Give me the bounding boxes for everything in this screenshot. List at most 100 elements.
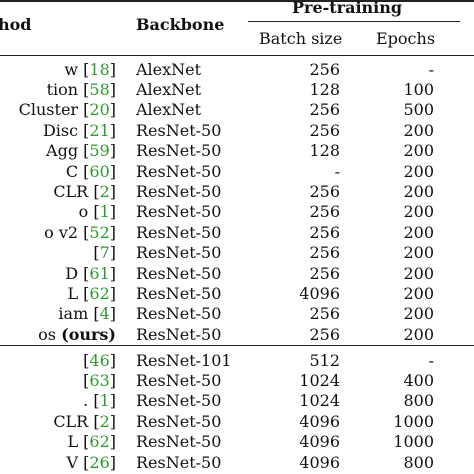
method-name: C [	[65, 161, 90, 181]
batch-size-cell: -	[334, 161, 340, 181]
batch-size-cell: 128	[309, 79, 340, 99]
epochs-cell: 100	[403, 79, 434, 99]
method-cell: Cluster [20]	[19, 101, 116, 119]
backbone-cell: ResNet-101	[136, 350, 232, 370]
method-name: [	[93, 243, 100, 263]
citation-link: 26	[89, 452, 110, 472]
method-suffix: ]	[109, 79, 116, 99]
backbone-cell: ResNet-50	[136, 222, 222, 242]
method-name: L [	[67, 283, 90, 303]
method-cell: w [18]	[64, 59, 116, 79]
epochs-cell: -	[428, 350, 434, 370]
method-cell: D [61]	[65, 263, 116, 283]
backbone-cell: ResNet-50	[136, 283, 222, 303]
batch-size-cell: 4096	[299, 411, 340, 431]
epochs-cell: 1000	[393, 432, 434, 452]
epochs-cell: 800	[403, 391, 434, 411]
backbone-cell: ResNet-50	[136, 411, 222, 431]
backbone-cell: ResNet-50	[136, 181, 222, 201]
header-pretraining: Pre-training	[292, 0, 403, 17]
epochs-cell: 200	[403, 222, 434, 242]
epochs-cell: 800	[403, 452, 434, 472]
method-suffix: ]	[109, 161, 116, 181]
method-suffix: ]	[109, 100, 116, 120]
method-cell: Agg [59]	[46, 142, 116, 160]
citation-link: 46	[89, 350, 110, 370]
backbone-cell: AlexNet	[136, 100, 202, 120]
header-method: hod	[0, 15, 32, 34]
citation-link: 61	[89, 263, 110, 283]
method-suffix: ]	[109, 411, 116, 431]
backbone-cell: ResNet-50	[136, 324, 222, 344]
method-cell: iam [4]	[58, 305, 116, 323]
method-name: [	[83, 350, 90, 370]
pretraining-underline	[248, 21, 460, 22]
method-cell: CLR [2]	[53, 411, 116, 431]
citation-link: 1	[99, 391, 110, 411]
method-name: iam [	[58, 304, 100, 324]
backbone-cell: ResNet-50	[136, 202, 222, 222]
top-rule	[0, 0, 474, 2]
backbone-cell: ResNet-50	[136, 120, 222, 140]
method-suffix: ]	[109, 181, 116, 201]
citation-link: 62	[89, 432, 110, 452]
batch-size-cell: 256	[309, 304, 340, 324]
batch-size-cell: 4096	[299, 452, 340, 472]
method-name: tion [	[46, 79, 90, 99]
method-name: V [	[66, 452, 90, 472]
method-name: [	[83, 370, 90, 390]
method-name: CLR [	[53, 181, 100, 201]
epochs-cell: 400	[403, 370, 434, 390]
method-cell: CLR [2]	[53, 181, 116, 201]
method-suffix: ]	[109, 141, 116, 161]
backbone-cell: ResNet-50	[136, 432, 222, 452]
method-cell: os (ours)	[38, 324, 116, 344]
method-suffix: ours)	[68, 324, 116, 344]
method-cell: C [60]	[65, 161, 116, 181]
batch-size-cell: 256	[309, 181, 340, 201]
citation-link: 2	[99, 181, 110, 201]
batch-size-cell: 1024	[299, 391, 340, 411]
header-epochs: Epochs	[376, 29, 436, 48]
citation-link: 60	[89, 161, 110, 181]
method-name: o [	[78, 202, 100, 222]
header-batch-size: Batch size	[259, 29, 343, 48]
method-name: Agg [	[46, 141, 90, 161]
method-cell: L [62]	[67, 433, 116, 451]
batch-size-cell: 256	[309, 100, 340, 120]
method-cell: o v2 [52]	[44, 222, 116, 242]
method-name: D [	[65, 263, 90, 283]
header-backbone: Backbone	[136, 15, 225, 34]
method-cell: o [1]	[79, 203, 116, 221]
method-suffix: ]	[109, 350, 116, 370]
method-suffix: ]	[109, 263, 116, 283]
method-name: w [	[64, 59, 90, 79]
method-suffix: ]	[109, 283, 116, 303]
batch-size-cell: 4096	[299, 432, 340, 452]
citation-link: 21	[89, 120, 110, 140]
citation-link: 2	[99, 411, 110, 431]
method-cell: [63]	[83, 370, 116, 390]
epochs-cell: 200	[403, 243, 434, 263]
batch-size-cell: 256	[309, 324, 340, 344]
citation-link: 1	[99, 202, 110, 222]
backbone-cell: ResNet-50	[136, 370, 222, 390]
batch-size-cell: 1024	[299, 370, 340, 390]
epochs-cell: 200	[403, 181, 434, 201]
method-name: o v2 [	[44, 222, 90, 242]
method-suffix: ]	[109, 243, 116, 263]
method-suffix: ]	[109, 120, 116, 140]
citation-link: 18	[89, 59, 110, 79]
batch-size-cell: 128	[309, 141, 340, 161]
method-suffix: ]	[109, 452, 116, 472]
method-cell: V [26]	[66, 452, 117, 472]
backbone-cell: ResNet-50	[136, 391, 222, 411]
method-suffix: ]	[109, 304, 116, 324]
batch-size-cell: 256	[309, 243, 340, 263]
group-divider-rule	[0, 345, 474, 346]
batch-size-cell: 256	[309, 202, 340, 222]
batch-size-cell: 256	[309, 120, 340, 140]
backbone-cell: ResNet-50	[136, 304, 222, 324]
backbone-cell: ResNet-50	[136, 161, 222, 181]
